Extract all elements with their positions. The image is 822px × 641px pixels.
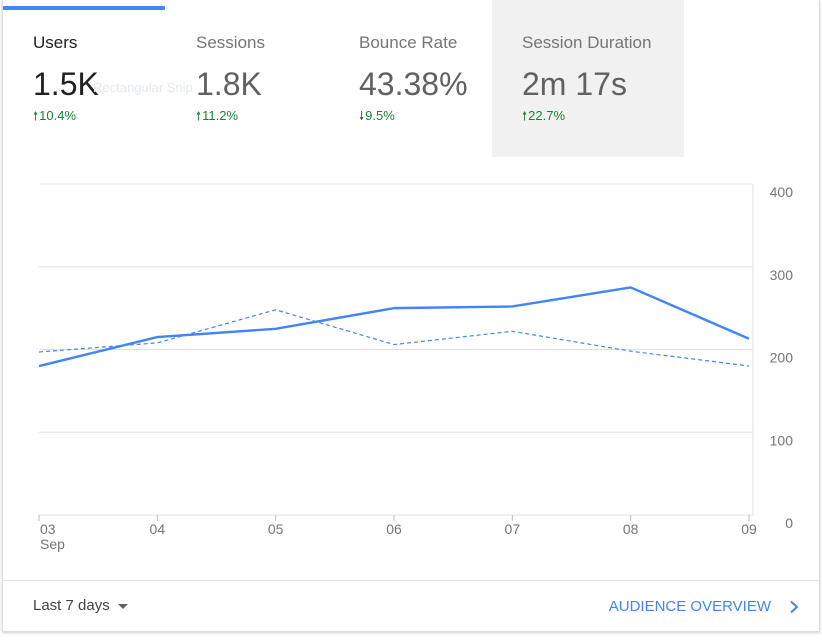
arrow-up-icon: 🠕 xyxy=(522,109,528,123)
tab-bounce-rate-value: 43.38% xyxy=(359,66,468,102)
tab-users[interactable]: Users 1.5K 🠕10.4% Rectangular Snip xyxy=(3,0,193,157)
card-footer: Last 7 days AUDIENCE OVERVIEW xyxy=(3,580,821,632)
arrow-up-icon: 🠕 xyxy=(33,109,39,123)
tab-users-value: 1.5K xyxy=(33,66,99,102)
metric-tabs: Users 1.5K 🠕10.4% Rectangular Snip Sessi… xyxy=(3,0,821,157)
x-tick-label: 03 xyxy=(40,521,56,537)
x-tick-sublabel: Sep xyxy=(40,536,65,552)
chevron-right-icon xyxy=(790,600,799,613)
comparison-series-line xyxy=(38,309,750,367)
tab-bounce-rate[interactable]: Bounce Rate 43.38% 🠗9.5% xyxy=(329,0,491,157)
y-tick-label: 400 xyxy=(770,184,794,200)
y-tick-label: 200 xyxy=(770,350,794,366)
tab-session-duration-label: Session Duration xyxy=(522,33,652,52)
x-tick-label: 04 xyxy=(150,521,166,537)
arrow-up-icon: 🠕 xyxy=(196,109,202,123)
tab-session-duration[interactable]: Session Duration 2m 17s 🠕22.7% xyxy=(492,0,684,157)
audience-overview-link[interactable]: AUDIENCE OVERVIEW xyxy=(609,598,799,615)
x-tick-label: 05 xyxy=(268,521,284,537)
y-tick-label: 300 xyxy=(770,267,794,283)
caret-down-icon xyxy=(117,603,128,609)
x-tick-label: 08 xyxy=(623,521,639,537)
tab-sessions-label: Sessions xyxy=(196,33,265,52)
tab-sessions-value: 1.8K xyxy=(196,66,262,102)
x-tick-label: 07 xyxy=(505,521,521,537)
tab-sessions-change: 🠕11.2% xyxy=(196,107,238,128)
x-tick-label: 09 xyxy=(741,521,757,537)
current-series-line xyxy=(38,286,750,368)
tab-session-duration-change: 🠕22.7% xyxy=(522,107,565,128)
tab-sessions[interactable]: Sessions 1.8K 🠕11.2% xyxy=(166,0,328,157)
line-chart: 400 300 200 100 0 03 04 05 06 07 08 09 Sep xyxy=(3,160,821,560)
x-tick-label: 06 xyxy=(386,521,402,537)
y-tick-label: 0 xyxy=(785,515,793,531)
tab-bounce-rate-label: Bounce Rate xyxy=(359,33,458,52)
date-range-label: Last 7 days xyxy=(33,597,110,614)
tab-users-change-value: 10.4% xyxy=(39,108,77,123)
tab-sessions-change-value: 11.2% xyxy=(202,108,239,123)
arrow-down-icon: 🠗 xyxy=(359,109,365,123)
tab-bounce-rate-change-value: 9.5% xyxy=(365,108,395,123)
date-range-dropdown[interactable]: Last 7 days xyxy=(33,597,128,614)
ghost-text: Rectangular Snip xyxy=(93,80,193,95)
tab-bounce-rate-change: 🠗9.5% xyxy=(359,107,395,128)
tab-users-change: 🠕10.4% xyxy=(33,107,76,128)
audience-overview-label: AUDIENCE OVERVIEW xyxy=(608,598,771,615)
y-tick-label: 100 xyxy=(770,432,794,448)
tab-session-duration-change-value: 22.7% xyxy=(528,108,566,123)
line-chart-svg: 400 300 200 100 0 03 04 05 06 07 08 09 Sep xyxy=(38,183,794,552)
tab-session-duration-value: 2m 17s xyxy=(522,66,627,102)
tab-users-label: Users xyxy=(33,33,78,52)
